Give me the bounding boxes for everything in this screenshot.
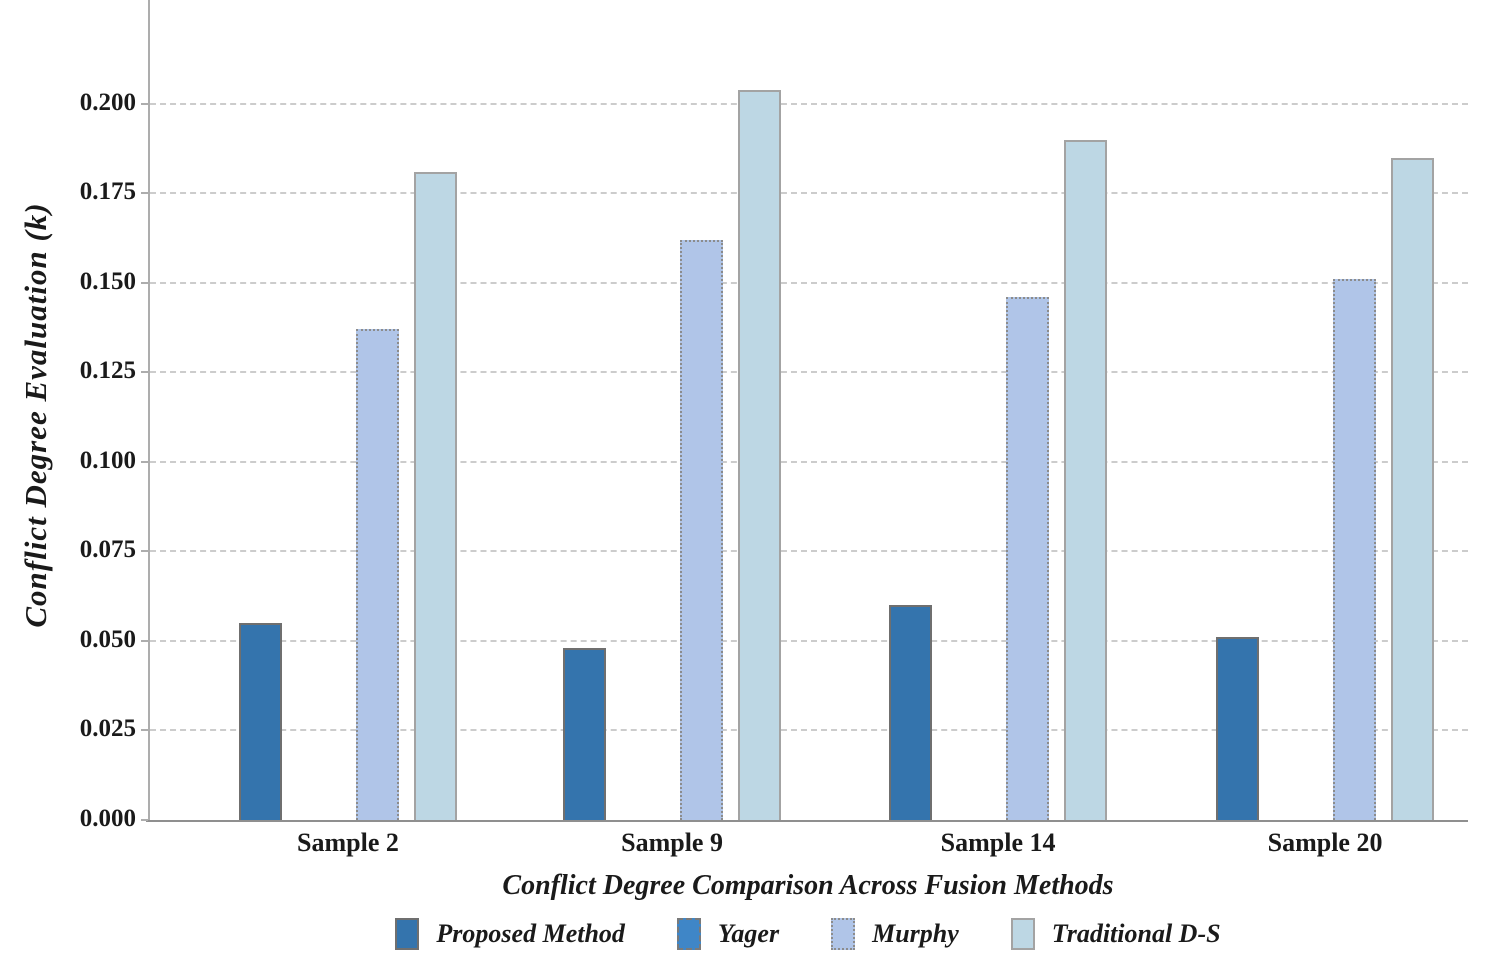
bar-proposed-method-sample-2 <box>238 623 282 820</box>
y-tick-mark <box>141 192 148 195</box>
bar-traditional-d-s-sample-9 <box>738 90 782 820</box>
legend-label: Proposed Method <box>436 919 625 948</box>
legend-swatch-icon <box>395 918 420 950</box>
y-tick-label: 0.150 <box>79 267 136 295</box>
x-axis-spine <box>146 820 1468 822</box>
bar-proposed-method-sample-20 <box>1216 637 1260 820</box>
legend-item-yager: Yager <box>676 918 780 950</box>
x-tick-label-sample-14: Sample 14 <box>940 828 1056 857</box>
gridline-0.100 <box>150 460 1468 463</box>
bar-traditional-d-s-sample-14 <box>1064 140 1108 820</box>
bar-traditional-d-s-sample-20 <box>1391 158 1435 820</box>
y-axis-spine <box>148 0 150 820</box>
y-tick-label: 0.175 <box>79 178 136 206</box>
y-tick-mark <box>141 639 148 642</box>
x-tick-label-sample-20: Sample 20 <box>1267 828 1383 857</box>
y-tick-mark <box>141 102 148 105</box>
gridline-0.175 <box>150 192 1468 195</box>
x-axis-label: Conflict Degree Comparison Across Fusion… <box>502 870 1114 901</box>
y-tick-label: 0.025 <box>79 715 136 743</box>
y-tick-mark <box>141 729 148 732</box>
y-tick-mark <box>141 371 148 374</box>
legend-item-murphy: Murphy <box>831 918 959 950</box>
legend-label: Murphy <box>872 919 959 948</box>
legend-label: Yager <box>717 919 780 948</box>
x-tick-label-sample-9: Sample 9 <box>621 828 723 857</box>
gridline-0.150 <box>150 281 1468 284</box>
bar-proposed-method-sample-14 <box>889 605 933 820</box>
legend-item-proposed-method: Proposed Method <box>395 918 625 950</box>
y-tick-mark <box>141 460 148 463</box>
y-tick-label: 0.050 <box>79 625 136 653</box>
gridline-0.050 <box>150 639 1468 642</box>
y-tick-label: 0.000 <box>79 805 136 832</box>
bar-proposed-method-sample-9 <box>563 648 607 820</box>
y-tick-label: 0.075 <box>79 536 136 564</box>
bar-murphy-sample-2 <box>355 329 399 820</box>
gridline-0.075 <box>150 550 1468 553</box>
legend-swatch-icon <box>831 918 856 950</box>
y-tick-mark <box>141 550 148 553</box>
gridline-0.200 <box>150 102 1468 105</box>
y-tick-label: 0.200 <box>79 88 136 116</box>
bar-traditional-d-s-sample-2 <box>413 172 457 820</box>
legend-swatch-icon <box>1010 918 1035 950</box>
legend-label: Traditional D-S <box>1051 919 1221 948</box>
plot-area <box>146 0 1468 822</box>
legend: Proposed Method Yager Murphy Traditional D-… <box>148 918 1468 950</box>
bar-murphy-sample-9 <box>679 240 723 820</box>
y-tick-label: 0.100 <box>79 446 136 474</box>
legend-swatch-icon <box>676 918 701 950</box>
bar-murphy-sample-14 <box>1005 297 1049 820</box>
gridline-0.125 <box>150 371 1468 374</box>
x-tick-label-sample-2: Sample 2 <box>297 828 399 857</box>
y-tick-label: 0.125 <box>79 357 136 385</box>
gridline-0.025 <box>150 729 1468 732</box>
y-tick-mark <box>141 819 148 821</box>
legend-item-traditional-d-s: Traditional D-S <box>1010 918 1221 950</box>
bar-murphy-sample-20 <box>1332 279 1376 820</box>
y-tick-mark <box>141 281 148 284</box>
